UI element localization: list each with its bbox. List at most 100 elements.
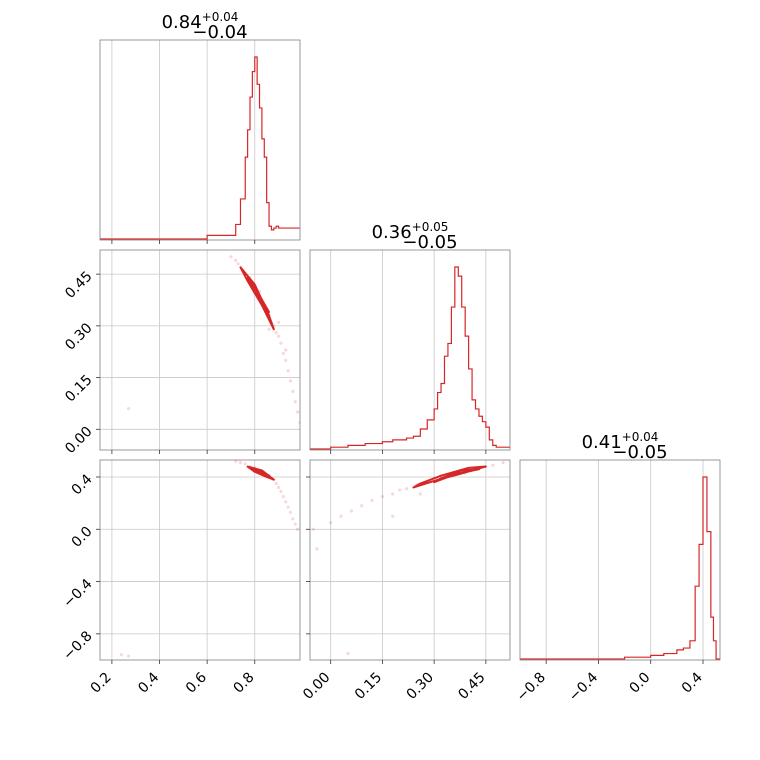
scatter-panel-1-2 bbox=[99, 249, 301, 451]
sample-point bbox=[279, 489, 283, 493]
histogram-panel-2: 0.36+0.05−0.05 bbox=[309, 220, 511, 451]
sample-point bbox=[349, 509, 353, 513]
sample-point bbox=[234, 258, 238, 262]
sample-point bbox=[279, 341, 283, 345]
sample-point bbox=[315, 547, 319, 551]
sample-point bbox=[418, 492, 422, 496]
panel-frame bbox=[99, 459, 301, 661]
sample-point bbox=[126, 407, 131, 411]
sample-point bbox=[291, 517, 295, 521]
histogram-panel-1: 0.84+0.04−0.04 bbox=[99, 10, 301, 241]
histogram-line bbox=[310, 266, 510, 450]
x-tick-label: 0.45 bbox=[455, 670, 488, 703]
sample-point bbox=[311, 527, 316, 531]
panel-frame bbox=[99, 39, 301, 241]
y-tick-label: 0.00 bbox=[62, 424, 95, 457]
grid-lines bbox=[100, 460, 300, 660]
y-tick-label: −0.8 bbox=[60, 628, 95, 663]
sample-point bbox=[284, 348, 288, 352]
x-tick-label: 0.00 bbox=[300, 670, 333, 703]
sample-point bbox=[296, 410, 300, 414]
grid-lines bbox=[310, 460, 510, 660]
sample-point bbox=[360, 504, 364, 508]
sample-point bbox=[286, 505, 290, 509]
sample-point bbox=[339, 514, 343, 518]
sample-point bbox=[329, 521, 333, 525]
x-tick-label: 0.8 bbox=[231, 670, 258, 697]
density-contour bbox=[251, 286, 268, 310]
y-tick-label: −0.4 bbox=[60, 576, 95, 611]
title-minus-error: −0.05 bbox=[612, 442, 667, 463]
sample-point bbox=[276, 320, 281, 325]
y-tick-label: 0.30 bbox=[62, 320, 95, 353]
sample-point bbox=[291, 389, 295, 393]
x-tick-label: 0.15 bbox=[352, 670, 385, 703]
plot-area bbox=[311, 461, 505, 656]
panel-title: 0.41+0.04 bbox=[582, 430, 659, 453]
panel-frame bbox=[519, 459, 721, 661]
sample-point bbox=[293, 522, 297, 526]
sample-point bbox=[243, 462, 247, 466]
plot-area bbox=[119, 460, 300, 658]
x-tick-label: 0.4 bbox=[679, 669, 706, 696]
x-tick-label: −0.8 bbox=[514, 670, 549, 705]
sample-point bbox=[267, 327, 271, 331]
histogram-panel-3: 0.41+0.04−0.05 bbox=[519, 430, 721, 661]
title-plus-error: +0.04 bbox=[622, 430, 659, 444]
scatter-panel-2-3 bbox=[309, 459, 511, 661]
x-tick-label: 0.2 bbox=[88, 670, 115, 697]
sample-point bbox=[276, 334, 281, 338]
sample-point bbox=[398, 488, 402, 492]
panel-frame bbox=[99, 249, 301, 451]
y-tick-label: 0.0 bbox=[69, 524, 96, 551]
sample-point bbox=[126, 654, 131, 658]
grid-lines bbox=[100, 250, 300, 450]
y-tick-label: 0.15 bbox=[62, 372, 95, 405]
title-plus-error: +0.04 bbox=[202, 10, 239, 24]
sample-point bbox=[346, 651, 350, 656]
x-tick-label: 0.30 bbox=[404, 670, 437, 703]
x-tick-label: 0.6 bbox=[183, 669, 210, 696]
sample-point bbox=[501, 461, 505, 465]
panel-title: 0.84+0.04 bbox=[162, 10, 239, 33]
density-contour bbox=[239, 266, 275, 331]
sample-point bbox=[370, 498, 374, 503]
sample-point bbox=[229, 255, 233, 259]
density-contour bbox=[256, 469, 266, 475]
sample-point bbox=[380, 495, 385, 499]
x-tick-label: −0.4 bbox=[566, 669, 601, 704]
sample-point bbox=[293, 400, 297, 404]
density-contour bbox=[246, 276, 271, 314]
y-tick-label: 0.4 bbox=[69, 471, 96, 498]
y-tick-label: 0.45 bbox=[62, 268, 95, 301]
sample-point bbox=[296, 527, 300, 531]
sample-point bbox=[391, 492, 395, 496]
sample-point bbox=[238, 461, 243, 465]
sample-point bbox=[236, 262, 240, 266]
scatter-panel-1-3 bbox=[99, 459, 301, 661]
sample-point bbox=[276, 485, 281, 490]
x-tick-label: 0.0 bbox=[626, 670, 653, 697]
title-median: 0.36 bbox=[372, 222, 412, 243]
sample-point bbox=[284, 358, 288, 362]
title-plus-error: +0.05 bbox=[412, 220, 449, 234]
sample-point bbox=[491, 463, 495, 467]
panel-frame bbox=[309, 459, 511, 661]
plot-area bbox=[126, 255, 300, 425]
title-median: 0.41 bbox=[582, 432, 622, 453]
sample-point bbox=[404, 487, 409, 491]
grid-lines bbox=[111, 40, 256, 240]
sample-point bbox=[288, 510, 293, 514]
grid-lines bbox=[330, 250, 487, 450]
sample-point bbox=[284, 500, 288, 504]
panel-title: 0.36+0.05 bbox=[372, 220, 449, 243]
sample-point bbox=[281, 351, 285, 356]
sample-point bbox=[119, 653, 124, 657]
title-minus-error: −0.04 bbox=[192, 22, 247, 43]
histogram-line bbox=[520, 476, 720, 660]
panel-frame bbox=[309, 249, 511, 451]
sample-point bbox=[274, 331, 278, 335]
density-contour bbox=[446, 469, 474, 478]
histogram-line bbox=[100, 56, 300, 240]
